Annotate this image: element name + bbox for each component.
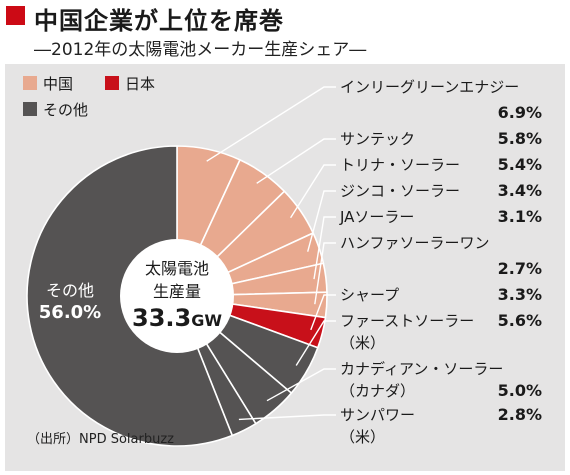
maker-value-7: 3.3% [498, 285, 542, 304]
leader-line-10 [238, 414, 336, 421]
leader-line-5 [313, 216, 336, 280]
maker-label-5: JAソーラー [339, 208, 414, 226]
title-marker-square [6, 6, 25, 25]
maker-label-1: インリーグリーンエナジー [340, 78, 519, 96]
legend-swatch-japan [105, 76, 119, 90]
maker-value-2: 5.8% [498, 129, 542, 148]
legend-label-japan: 日本 [125, 75, 155, 93]
maker-label-9: カナディアン・ソーラー [340, 360, 503, 378]
leader-line-1 [206, 86, 336, 162]
chart-panel: 中国 日本 その他 太陽電池 生産量 33.3GW その他 56.0% インリーグリーンエナジー… [5, 64, 565, 471]
maker-value-6: 2.7% [498, 259, 542, 278]
legend-label-other: その他 [43, 101, 88, 119]
slice-value-その他: 56.0% [39, 302, 101, 323]
maker-value-10: 2.8% [498, 405, 542, 424]
maker-value-5: 3.1% [498, 207, 542, 226]
maker-label-3: トリナ・ソーラー [340, 156, 460, 174]
source-note: （出所）NPD Solarbuzz [27, 432, 174, 447]
maker-value-1: 6.9% [498, 103, 542, 122]
header: 中国企業が上位を席巻 ―2012年の太陽電池メーカー生産シェア― [0, 0, 570, 62]
leader-line-6 [314, 242, 336, 305]
chart-subtitle: ―2012年の太陽電池メーカー生産シェア― [34, 40, 367, 60]
leader-line-8 [295, 320, 336, 366]
leader-line-7 [310, 294, 336, 331]
maker-value-8: 5.6% [498, 311, 542, 330]
center-label-line1: 太陽電池 [145, 259, 209, 278]
maker-label-2: サンテック [340, 130, 415, 148]
maker-label-4: ジンコ・ソーラー [340, 182, 460, 200]
maker-sublabel-8: （米） [340, 334, 385, 352]
center-label-total: 33.3GW [132, 304, 222, 332]
leader-line-3 [290, 164, 336, 219]
maker-value-3: 5.4% [498, 155, 542, 174]
center-label-line2: 生産量 [153, 282, 201, 301]
leader-line-4 [307, 190, 336, 252]
legend-label-china: 中国 [43, 75, 73, 93]
maker-label-8: ファーストソーラー [340, 312, 474, 330]
legend-swatch-china [23, 76, 37, 90]
maker-label-10: サンパワー [340, 406, 415, 424]
maker-value-4: 3.4% [498, 181, 542, 200]
legend-swatch-other [23, 102, 37, 116]
chart-title: 中国企業が上位を席巻 [34, 7, 284, 35]
slice-label-その他: その他 [46, 281, 94, 300]
maker-sublabel-9: （カナダ） [340, 382, 415, 400]
pie-chart: 中国 日本その他太陽電池生産量33.3GWその他56.0%インリーグリーンエナジー… [23, 75, 542, 447]
maker-value-9: 5.0% [498, 381, 542, 400]
pie-center-disk [120, 239, 234, 353]
maker-label-6: ハンファソーラーワン [340, 234, 490, 252]
leader-line-9 [266, 368, 336, 402]
maker-sublabel-10: （米） [340, 428, 385, 446]
maker-label-7: シャープ [340, 286, 399, 304]
leader-line-2 [256, 138, 336, 184]
